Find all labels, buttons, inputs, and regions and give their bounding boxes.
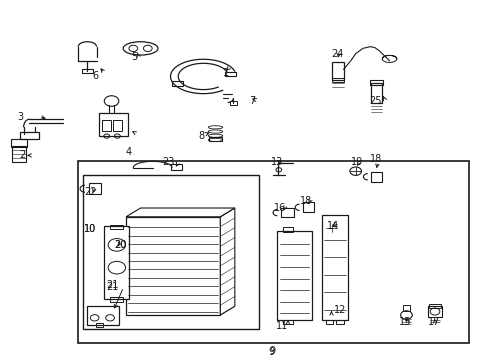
Bar	[102, 120, 111, 131]
Bar	[277, 231, 311, 320]
Bar	[208, 137, 222, 141]
Text: 21: 21	[106, 280, 119, 290]
Text: 15: 15	[398, 317, 411, 327]
Bar	[321, 215, 348, 320]
Polygon shape	[126, 208, 234, 217]
Bar	[224, 72, 235, 76]
Text: 2: 2	[20, 150, 26, 161]
Text: 17: 17	[427, 317, 440, 327]
Bar	[325, 320, 332, 324]
Text: 14: 14	[326, 221, 338, 230]
Bar	[87, 306, 119, 325]
Bar	[12, 145, 26, 162]
Bar	[82, 175, 259, 329]
Bar	[331, 62, 343, 80]
Bar	[113, 120, 122, 131]
Bar	[428, 305, 440, 308]
Text: 20: 20	[114, 240, 126, 250]
Bar	[370, 172, 381, 182]
Text: 12: 12	[333, 305, 346, 315]
Text: 5: 5	[131, 52, 137, 62]
Text: 25: 25	[368, 96, 381, 106]
Text: 7: 7	[249, 96, 255, 106]
Text: 6: 6	[92, 71, 98, 81]
Bar	[171, 164, 181, 171]
Text: 9: 9	[267, 347, 274, 357]
Bar	[370, 84, 381, 103]
Bar	[126, 217, 220, 315]
Bar	[110, 297, 122, 302]
Bar	[99, 113, 128, 136]
Bar	[96, 323, 103, 327]
Bar	[78, 161, 468, 343]
Text: 10: 10	[84, 224, 96, 234]
Text: 10: 10	[84, 224, 96, 234]
Text: 20: 20	[114, 240, 126, 250]
Text: 19: 19	[350, 157, 363, 167]
Polygon shape	[220, 208, 234, 315]
Bar	[369, 80, 383, 85]
Bar	[89, 184, 101, 194]
Bar	[402, 305, 409, 311]
Bar	[283, 227, 292, 231]
Bar	[229, 101, 237, 104]
Bar	[110, 225, 122, 229]
Text: 3: 3	[17, 112, 23, 122]
Bar	[11, 139, 27, 147]
Bar	[280, 208, 294, 217]
Text: 24: 24	[331, 49, 343, 59]
Text: 23: 23	[162, 157, 174, 167]
Text: 4: 4	[126, 147, 132, 157]
Bar	[303, 202, 313, 212]
Text: 18: 18	[300, 196, 312, 206]
Text: 22: 22	[84, 187, 96, 197]
Bar	[20, 132, 39, 139]
Text: 18: 18	[369, 154, 382, 164]
Text: 9: 9	[268, 346, 275, 356]
Text: 21: 21	[106, 282, 119, 292]
Bar	[283, 320, 292, 324]
Bar	[172, 81, 182, 86]
Bar	[104, 226, 129, 299]
Text: 1: 1	[223, 68, 228, 78]
Text: 16: 16	[273, 203, 285, 213]
Bar	[336, 320, 343, 324]
Bar	[81, 69, 93, 73]
Text: 8: 8	[198, 131, 204, 141]
Bar	[427, 306, 441, 317]
Text: 13: 13	[270, 157, 283, 167]
Bar	[331, 77, 343, 82]
Text: 11: 11	[275, 320, 287, 330]
